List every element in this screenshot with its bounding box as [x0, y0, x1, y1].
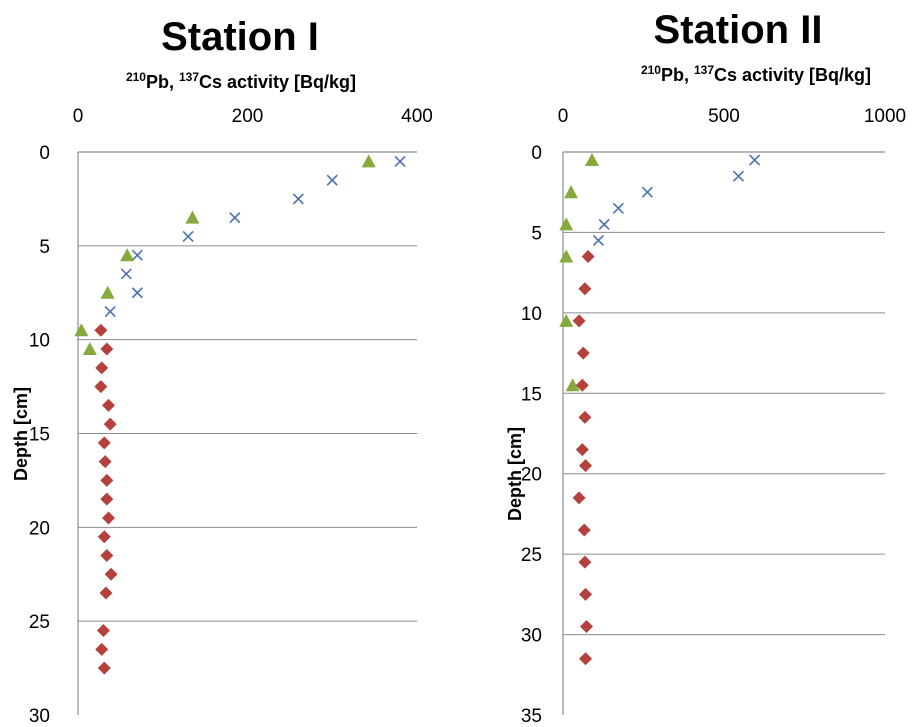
y-tick-label: 0 [39, 143, 50, 164]
data-point-diamond [97, 530, 111, 544]
x-tick-label: 400 [401, 106, 433, 127]
x-axis-label-superscript-cs: 137 [694, 63, 714, 77]
data-point-triangle [559, 313, 574, 327]
data-point-triangle [559, 217, 574, 231]
x-axis-label-superscript-cs: 137 [179, 70, 199, 84]
data-point-cross [598, 218, 610, 230]
y-tick-label: 35 [521, 706, 542, 727]
x-tick-label: 0 [558, 106, 569, 127]
x-tick-label: 1000 [864, 106, 906, 127]
data-point-triangle [565, 378, 580, 392]
data-point-diamond [94, 323, 108, 337]
data-point-diamond [100, 342, 114, 356]
data-point-diamond [579, 587, 593, 601]
data-point-diamond [102, 398, 116, 412]
data-point-diamond [98, 455, 112, 469]
data-point-cross [612, 202, 624, 214]
data-point-cross [182, 230, 194, 243]
data-point-cross [229, 212, 241, 224]
data-point-diamond [95, 642, 109, 656]
data-point-diamond [579, 652, 593, 666]
data-point-triangle [559, 249, 574, 263]
x-axis-label: 210Pb, 137Cs activity [Bq/kg] [641, 63, 871, 85]
data-point-diamond [576, 346, 590, 360]
chart-station-i: Station I 210Pb, 137Cs activity [Bq/kg] … [11, 15, 433, 727]
plot-area: 0 200 400 0 5 10 15 20 25 30 [29, 106, 433, 727]
data-point-diamond [572, 491, 586, 505]
data-point-triangle [100, 285, 115, 299]
data-point-cross [131, 249, 143, 261]
data-point-cross [732, 170, 745, 182]
data-point-triangle [82, 342, 97, 356]
data-point-diamond [575, 378, 589, 392]
x-axis-label-superscript-pb: 210 [641, 63, 661, 77]
data-point-cross [120, 268, 132, 280]
y-tick-label: 10 [29, 331, 50, 352]
data-point-diamond [578, 282, 592, 296]
data-point-diamond [103, 417, 117, 431]
x-tick-label: 0 [73, 106, 84, 127]
y-tick-label: 30 [521, 626, 542, 647]
y-tick-label: 0 [531, 143, 542, 164]
y-axis-label: Depth [cm] [11, 387, 31, 481]
x-axis-label-pb: Pb, [146, 72, 179, 92]
y-tick-label: 5 [531, 223, 542, 244]
data-point-diamond [95, 361, 109, 375]
data-point-triangle [564, 185, 579, 199]
data-point-diamond [581, 250, 595, 264]
data-point-cross [326, 174, 338, 186]
y-tick-label: 10 [521, 304, 542, 325]
data-point-triangle [120, 248, 135, 262]
y-tick-label: 20 [29, 518, 50, 539]
data-point-diamond [96, 624, 110, 638]
data-point-triangle [185, 210, 200, 224]
data-point-diamond [97, 436, 111, 450]
chart-title: Station I [161, 15, 319, 59]
x-tick-label: 500 [708, 106, 740, 127]
data-point-cross [104, 305, 116, 318]
x-axis-label: 210Pb, 137Cs activity [Bq/kg] [126, 70, 356, 92]
x-axis-label-cs: Cs activity [Bq/kg] [714, 65, 871, 85]
data-point-diamond [100, 492, 114, 506]
data-point-diamond [578, 410, 592, 424]
data-point-diamond [572, 314, 586, 328]
data-point-diamond [94, 380, 108, 394]
data-point-diamond [577, 523, 591, 537]
y-axis-label: Depth [cm] [505, 427, 525, 521]
data-point-cross [749, 154, 761, 166]
data-point-diamond [578, 555, 592, 569]
data-point-diamond [99, 586, 113, 600]
data-point-triangle [584, 153, 599, 167]
data-point-cross [131, 287, 143, 299]
y-tick-label: 15 [29, 425, 50, 446]
y-tick-label: 20 [521, 465, 542, 486]
x-tick-label: 200 [232, 106, 264, 127]
data-point-diamond [579, 459, 593, 473]
x-axis-label-pb: Pb, [661, 65, 694, 85]
data-point-triangle [361, 154, 376, 168]
plot-area: 0 500 1000 0 5 10 15 20 25 30 35 [521, 106, 906, 727]
data-point-cross [394, 155, 406, 167]
chart-station-ii: Station II 210Pb, 137Cs activity [Bq/kg]… [505, 8, 906, 727]
y-tick-label: 30 [29, 706, 50, 727]
data-point-diamond [100, 548, 114, 562]
x-axis-label-superscript-pb: 210 [126, 70, 146, 84]
y-tick-label: 25 [29, 612, 50, 633]
data-point-triangle [74, 323, 89, 337]
data-point-diamond [102, 511, 116, 525]
data-point-diamond [580, 620, 594, 634]
data-point-cross [592, 234, 604, 247]
data-point-diamond [575, 443, 589, 457]
data-point-diamond [104, 567, 118, 581]
data-point-cross [641, 186, 653, 198]
y-tick-label: 15 [521, 384, 542, 405]
data-point-diamond [100, 473, 114, 487]
y-tick-label: 5 [39, 237, 50, 258]
y-tick-label: 25 [521, 545, 542, 566]
data-point-diamond [97, 661, 111, 675]
x-axis-label-cs: Cs activity [Bq/kg] [199, 72, 356, 92]
data-point-cross [292, 193, 304, 205]
chart-title: Station II [654, 8, 823, 52]
